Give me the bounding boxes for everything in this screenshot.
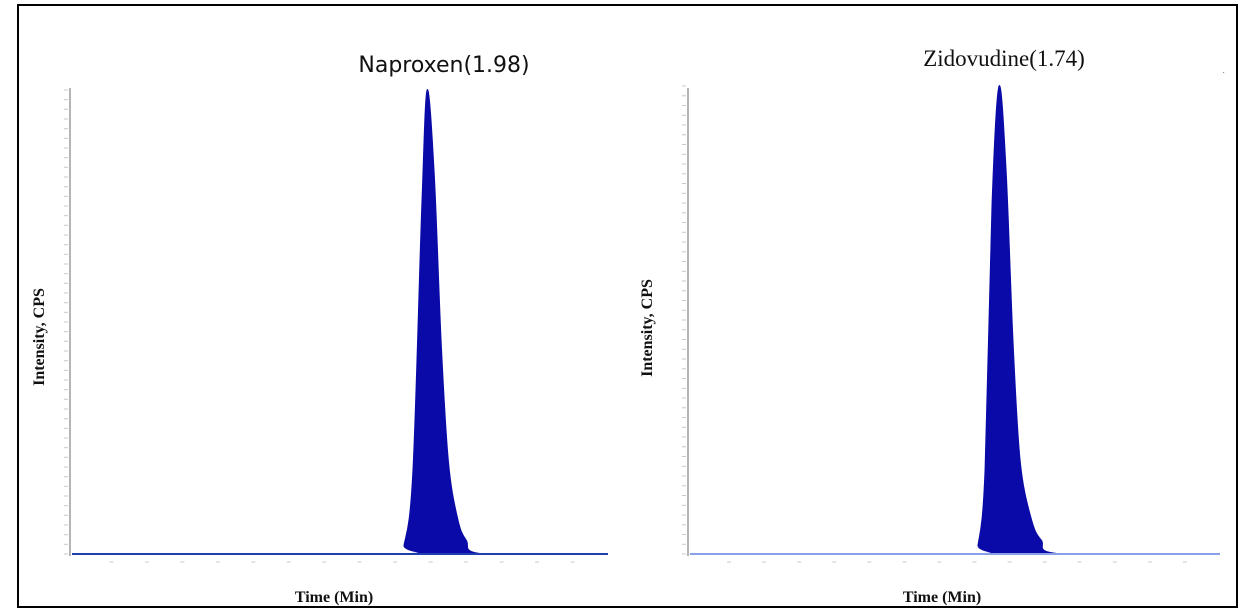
y-axis-label: Intensity, CPS bbox=[639, 279, 656, 377]
y-ticks bbox=[682, 85, 686, 555]
stray-mark: · bbox=[1222, 67, 1225, 78]
figure-frame bbox=[17, 4, 1238, 608]
chart-title: Zidovudine(1.74) bbox=[923, 46, 1085, 71]
peak-area bbox=[76, 89, 608, 555]
chart-naproxen: Naproxen(1.98) Intensity, CPS Time (Min) bbox=[31, 53, 608, 606]
chart-title: Naproxen(1.98) bbox=[358, 53, 529, 78]
x-axis-label: Time (Min) bbox=[295, 589, 373, 606]
y-axis-label: Intensity, CPS bbox=[31, 288, 48, 386]
x-axis-label: Time (Min) bbox=[903, 589, 981, 606]
peak-area bbox=[694, 85, 1220, 555]
chart-zidovudine: Zidovudine(1.74) Intensity, CPS Time (Mi… bbox=[639, 46, 1220, 606]
y-ticks bbox=[64, 89, 68, 555]
